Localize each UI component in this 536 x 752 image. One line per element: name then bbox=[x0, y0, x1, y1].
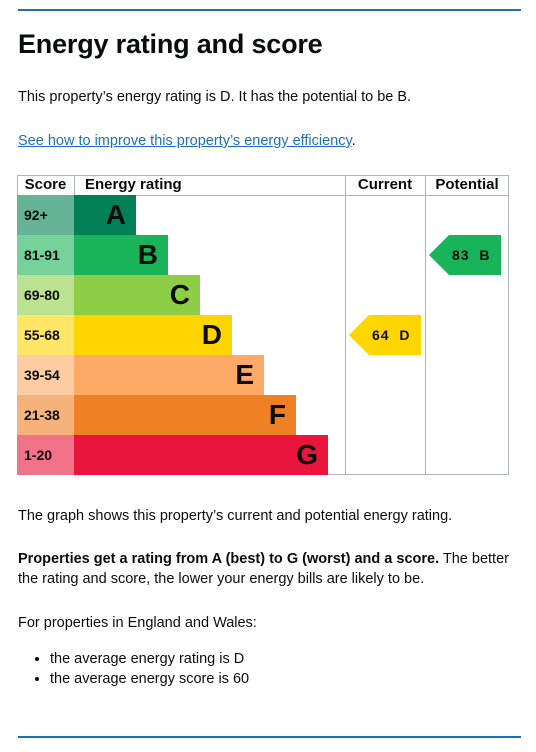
improve-paragraph: See how to improve this property’s energ… bbox=[18, 131, 518, 151]
england-wales-text: For properties in England and Wales: bbox=[18, 615, 257, 631]
rating-explanation-rest: The better the rating and score, the low… bbox=[18, 551, 509, 587]
band-bar-d: D bbox=[74, 315, 232, 355]
potential-rating-label: 83 B bbox=[452, 247, 491, 263]
top-rule bbox=[18, 9, 521, 11]
band-score-g: 1-20 bbox=[17, 435, 74, 475]
improve-link-suffix: . bbox=[351, 133, 356, 149]
potential-column-header: Potential bbox=[435, 176, 499, 193]
band-score-b: 81-91 bbox=[17, 235, 74, 275]
energy-rating-column-header: Energy rating bbox=[85, 176, 182, 193]
improve-efficiency-link[interactable]: See how to improve this property’s energ… bbox=[18, 133, 352, 149]
averages-list: the average energy rating is D the avera… bbox=[18, 649, 530, 689]
average-score-item: the average energy score is 60 bbox=[50, 669, 530, 689]
band-score-e: 39-54 bbox=[17, 355, 74, 395]
bottom-rule bbox=[18, 736, 521, 738]
rating-explanation-bold: Properties get a rating from A (best) to… bbox=[18, 551, 440, 567]
current-rating-label: 64 D bbox=[372, 327, 411, 343]
band-score-a: 92+ bbox=[17, 195, 74, 235]
band-score-f: 21-38 bbox=[17, 395, 74, 435]
band-score-d: 55-68 bbox=[17, 315, 74, 355]
band-bar-g: G bbox=[74, 435, 328, 475]
potential-rating-arrow bbox=[429, 235, 501, 275]
page-title: Energy rating and score bbox=[18, 29, 323, 59]
band-bar-c: C bbox=[74, 275, 200, 315]
band-bar-f: F bbox=[74, 395, 296, 435]
average-rating-item: the average energy rating is D bbox=[50, 649, 530, 669]
band-score-c: 69-80 bbox=[17, 275, 74, 315]
current-column-header: Current bbox=[357, 176, 413, 193]
band-bar-a: A bbox=[74, 195, 136, 235]
energy-rating-chart: Score Energy rating Current Potential 92… bbox=[17, 175, 509, 475]
current-rating-arrow bbox=[349, 315, 421, 355]
band-bar-e: E bbox=[74, 355, 264, 395]
rating-explanation: Properties get a rating from A (best) to… bbox=[18, 549, 513, 589]
score-column-header: Score bbox=[24, 176, 67, 193]
graph-caption: The graph shows this property’s current … bbox=[18, 508, 453, 524]
intro-text: This property’s energy rating is D. It h… bbox=[18, 89, 412, 105]
band-bar-b: B bbox=[74, 235, 168, 275]
